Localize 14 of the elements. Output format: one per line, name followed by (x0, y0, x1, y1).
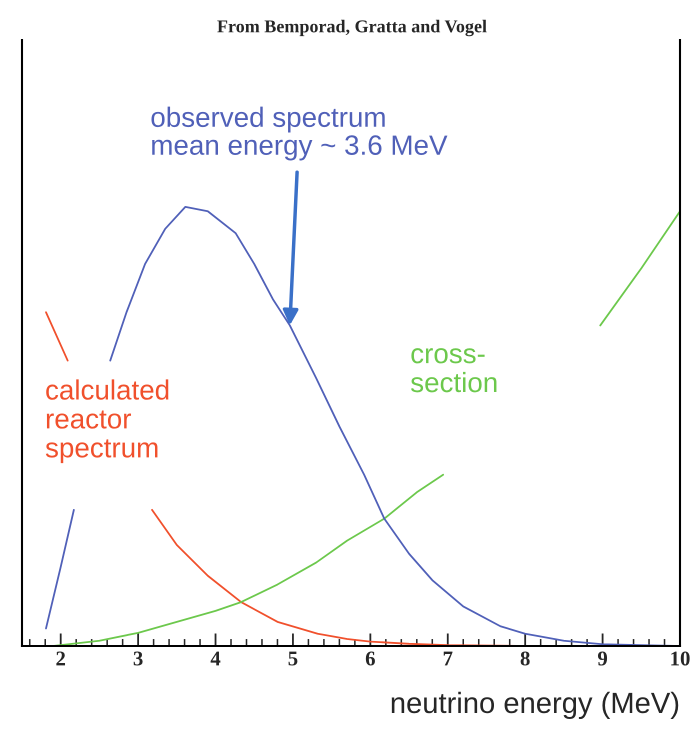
x-tick-label: 9 (598, 652, 608, 666)
x-tick-label: 2 (56, 652, 66, 666)
x-tick-label: 6 (366, 652, 375, 666)
x-axis-title: neutrino energy (MeV) (392, 692, 678, 719)
chart-title: From Bemporad, Gratta and Vogel (217, 20, 487, 36)
x-tick-label: 3 (134, 652, 143, 666)
x-tick-label: 10 (671, 651, 690, 666)
annotation: observed spectrum mean energy ~ 3.6 MeV (151, 106, 448, 160)
x-tick-label: 8 (520, 651, 530, 666)
text: cross-section (410, 348, 496, 392)
x-tick-label: 5 (288, 652, 298, 666)
x-tick-label: 7 (444, 652, 452, 666)
x-tick-label: 4 (210, 652, 220, 666)
series-label: calculated reactor spectrum (46, 379, 168, 464)
